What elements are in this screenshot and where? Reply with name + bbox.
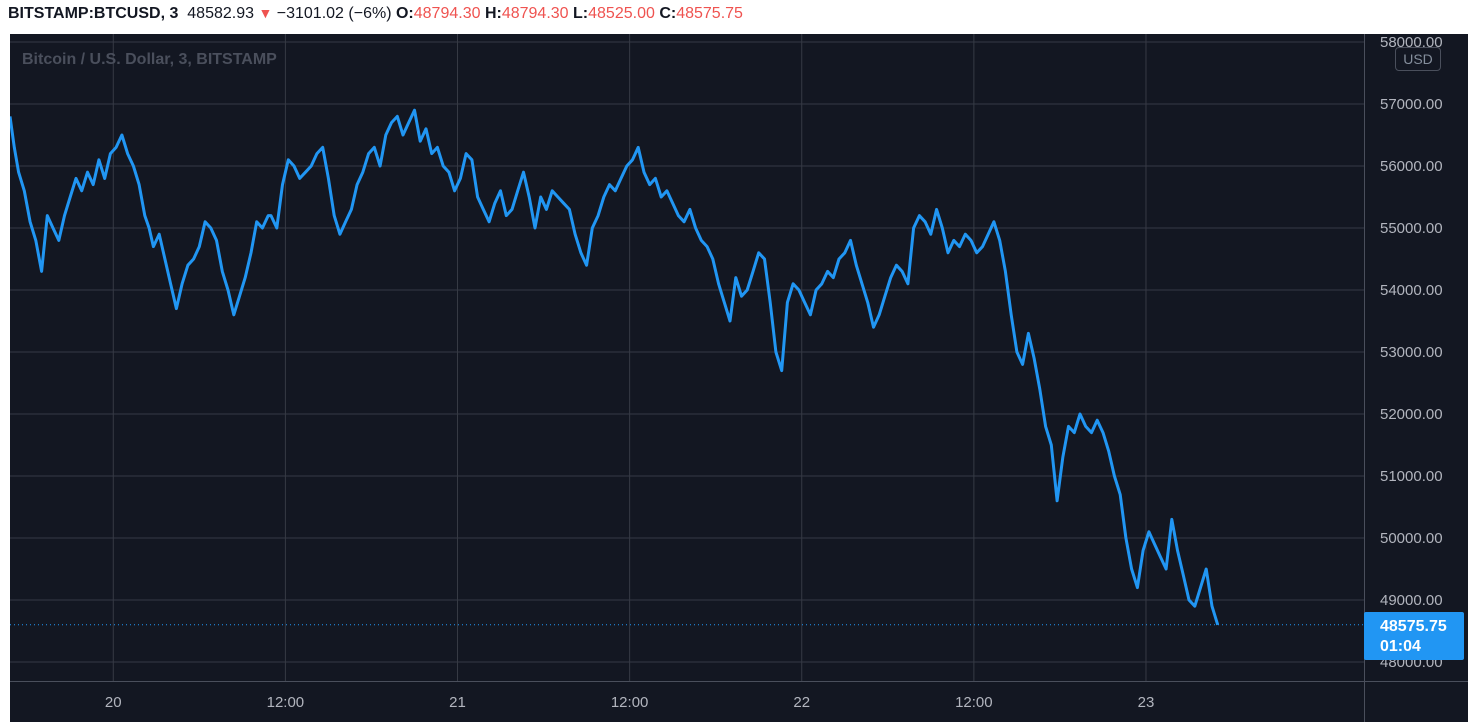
x-tick-label: 12:00	[611, 694, 649, 711]
price-change: −3101.02 (−6%)	[276, 5, 392, 22]
x-tick-label: 21	[449, 694, 466, 711]
open-label: O:	[395, 5, 414, 22]
y-tick-label: 52000.00	[1380, 406, 1443, 423]
price-tag-value: 48575.75	[1380, 618, 1447, 635]
chart-header: BITSTAMP:BTCUSD, 3 48582.93 ▼ −3101.02 (…	[0, 0, 1468, 32]
y-tick-label: 56000.00	[1380, 158, 1443, 175]
x-tick-label: 22	[793, 694, 810, 711]
y-tick-label: 49000.00	[1380, 592, 1443, 609]
currency-button[interactable]: USD	[1395, 47, 1441, 71]
high-value: 48794.30	[501, 5, 569, 22]
y-tick-label: 53000.00	[1380, 344, 1443, 361]
y-tick-label: 54000.00	[1380, 282, 1443, 299]
y-tick-label: 51000.00	[1380, 468, 1443, 485]
y-tick-label: 57000.00	[1380, 96, 1443, 113]
price-line	[10, 108, 1220, 626]
high-label: H:	[484, 5, 502, 22]
plot-area	[10, 34, 1364, 681]
price-chart[interactable]: 58000.00 57000.00 56000.00 55000.00 54000.00…	[10, 34, 1468, 722]
low-label: L:	[573, 5, 589, 22]
down-arrow-icon: ▼	[258, 5, 273, 21]
close-label: C:	[659, 5, 677, 22]
y-tick-label: 58000.00	[1380, 34, 1443, 51]
close-value: 48575.75	[676, 5, 743, 22]
open-value: 48794.30	[413, 5, 481, 22]
y-tick-label: 55000.00	[1380, 220, 1443, 237]
bar-countdown: 01:04	[1380, 638, 1421, 655]
low-value: 48525.00	[588, 5, 655, 22]
ohlc-legend: BITSTAMP:BTCUSD, 3 48582.93 ▼ −3101.02 (…	[8, 5, 743, 23]
x-tick-label: 23	[1138, 694, 1155, 711]
x-tick-label: 20	[105, 694, 122, 711]
x-tick-label: 12:00	[267, 694, 305, 711]
y-tick-label: 50000.00	[1380, 530, 1443, 547]
x-tick-label: 12:00	[955, 694, 993, 711]
last-price-tag: 48575.75 01:04	[1364, 612, 1464, 660]
symbol-label[interactable]: BITSTAMP:BTCUSD, 3	[8, 5, 179, 22]
chart-pane[interactable]: 58000.00 57000.00 56000.00 55000.00 54000.00…	[10, 34, 1468, 722]
last-price: 48582.93	[187, 5, 254, 22]
chart-watermark: Bitcoin / U.S. Dollar, 3, BITSTAMP	[22, 51, 277, 68]
